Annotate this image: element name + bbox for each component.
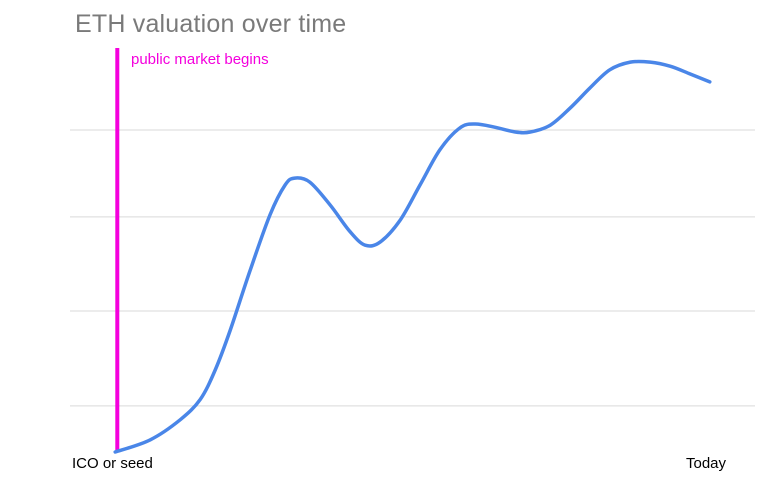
- annotation-label: public market begins: [131, 51, 269, 68]
- x-axis-start-label: ICO or seed: [72, 455, 153, 472]
- x-axis-end-label: Today: [686, 455, 727, 472]
- chart-title: ETH valuation over time: [75, 10, 347, 38]
- series-line: [113, 59, 712, 454]
